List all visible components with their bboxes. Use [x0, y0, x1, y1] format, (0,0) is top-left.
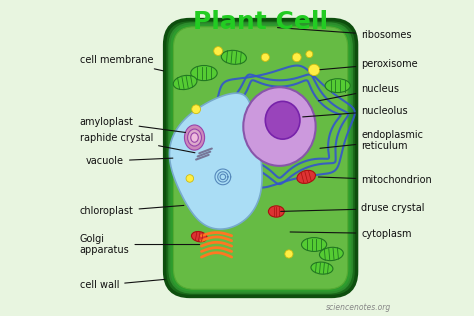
Ellipse shape: [325, 79, 350, 93]
Text: ribosomes: ribosomes: [277, 27, 412, 40]
Ellipse shape: [243, 87, 316, 166]
Text: amyloplast: amyloplast: [80, 117, 185, 132]
Circle shape: [309, 64, 320, 76]
Ellipse shape: [191, 65, 217, 81]
FancyBboxPatch shape: [164, 20, 356, 296]
Text: nucleus: nucleus: [319, 84, 399, 101]
Ellipse shape: [173, 76, 197, 90]
Ellipse shape: [311, 262, 333, 274]
Text: nucleolus: nucleolus: [303, 106, 408, 117]
Text: chloroplast: chloroplast: [80, 205, 184, 216]
Text: endoplasmic
reticulum: endoplasmic reticulum: [320, 130, 423, 151]
Ellipse shape: [191, 232, 207, 242]
Circle shape: [186, 175, 193, 182]
Text: sciencenotes.org: sciencenotes.org: [326, 303, 391, 312]
Circle shape: [292, 53, 301, 62]
Text: Golgi
apparatus: Golgi apparatus: [80, 234, 200, 255]
Circle shape: [214, 47, 222, 55]
Ellipse shape: [188, 129, 201, 146]
Text: peroxisome: peroxisome: [320, 58, 418, 70]
Text: cell wall: cell wall: [80, 279, 165, 290]
Circle shape: [261, 53, 269, 61]
FancyBboxPatch shape: [169, 23, 352, 293]
Text: Plant Cell: Plant Cell: [193, 10, 328, 34]
Ellipse shape: [297, 170, 316, 183]
Ellipse shape: [184, 125, 205, 150]
Text: raphide crystal: raphide crystal: [80, 132, 195, 153]
Ellipse shape: [301, 238, 327, 252]
Circle shape: [306, 51, 313, 58]
Ellipse shape: [319, 247, 343, 261]
Circle shape: [285, 250, 293, 258]
Text: mitochondrion: mitochondrion: [319, 175, 432, 185]
Polygon shape: [170, 93, 262, 229]
FancyBboxPatch shape: [173, 27, 348, 289]
Text: druse crystal: druse crystal: [281, 203, 425, 213]
Ellipse shape: [268, 206, 284, 217]
Text: vacuole: vacuole: [86, 156, 173, 166]
Ellipse shape: [265, 101, 300, 139]
Text: cell membrane: cell membrane: [80, 56, 164, 71]
Ellipse shape: [191, 133, 198, 142]
Circle shape: [191, 105, 201, 114]
Ellipse shape: [221, 50, 246, 64]
Text: cytoplasm: cytoplasm: [290, 228, 412, 239]
